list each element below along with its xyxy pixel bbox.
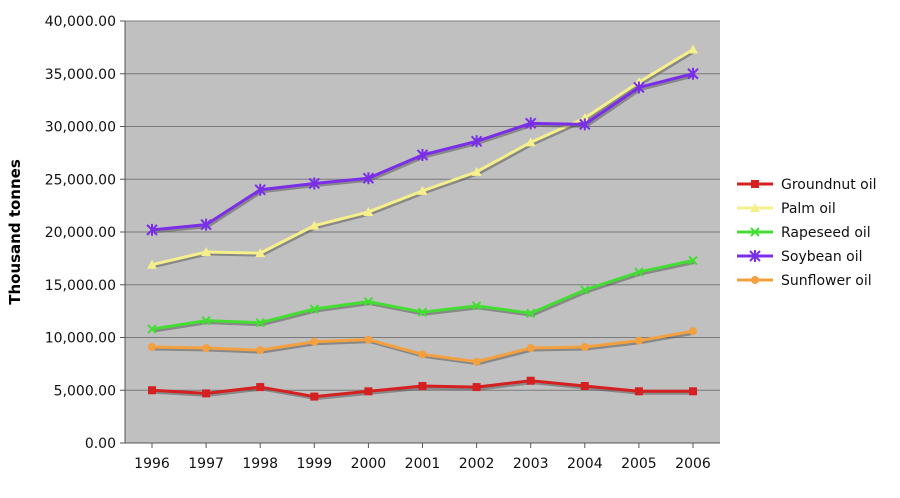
data-point-rapeseed-oil bbox=[255, 318, 265, 328]
legend-marker bbox=[750, 203, 760, 212]
data-point-sunflower-oil bbox=[310, 337, 319, 346]
x-tick-label: 1996 bbox=[134, 456, 170, 472]
data-point-palm-oil bbox=[579, 113, 590, 123]
series-sunflower-oil bbox=[148, 327, 697, 366]
data-point-groundnut-oil bbox=[634, 387, 643, 396]
x-tick-label: 2002 bbox=[459, 456, 495, 472]
data-point-groundnut-oil bbox=[580, 382, 589, 391]
data-point-palm-oil bbox=[525, 137, 536, 147]
legend-item-sunflower-oil: Sunflower oil bbox=[737, 273, 872, 289]
data-point-groundnut-oil bbox=[418, 382, 427, 391]
data-point-sunflower-oil bbox=[634, 336, 643, 345]
data-point-soybean-oil bbox=[579, 118, 591, 131]
data-point-sunflower-oil bbox=[526, 344, 535, 353]
data-point-palm-oil bbox=[147, 259, 157, 269]
data-point-rapeseed-oil bbox=[525, 308, 536, 318]
data-point-rapeseed-oil bbox=[688, 255, 698, 266]
data-point-sunflower-oil bbox=[580, 342, 589, 351]
data-point-soybean-oil bbox=[200, 218, 212, 231]
legend-marker bbox=[751, 276, 759, 284]
x-tick-label: 2000 bbox=[351, 456, 387, 472]
data-point-rapeseed-oil bbox=[471, 301, 482, 311]
y-tick-labels: 0.00 5,000.00 10,000.00 15,000.00 20,000.00 2… bbox=[45, 14, 125, 452]
data-point-palm-oil bbox=[688, 44, 698, 54]
data-point-groundnut-oil bbox=[526, 376, 535, 385]
data-point-soybean-oil bbox=[146, 223, 158, 236]
legend-label: Soybean oil bbox=[781, 249, 862, 265]
data-point-soybean-oil bbox=[416, 148, 429, 161]
legend-label: Groundnut oil bbox=[781, 177, 877, 193]
y-tick-label: 5,000.00 bbox=[54, 383, 116, 399]
x-tick-label: 1998 bbox=[242, 456, 278, 472]
data-point-groundnut-oil bbox=[364, 387, 373, 396]
data-point-rapeseed-oil bbox=[147, 324, 157, 334]
legend-item-soybean-oil: Soybean oil bbox=[737, 249, 862, 265]
data-point-groundnut-oil bbox=[202, 389, 211, 398]
y-tick-label: 25,000.00 bbox=[45, 172, 116, 188]
data-point-palm-oil bbox=[471, 166, 482, 176]
series-rapeseed-oil bbox=[147, 255, 698, 334]
y-tick-label: 35,000.00 bbox=[45, 67, 116, 83]
data-point-sunflower-oil bbox=[418, 350, 427, 359]
data-point-rapeseed-oil bbox=[417, 307, 428, 317]
series-groundnut-oil bbox=[148, 376, 697, 401]
data-point-soybean-oil bbox=[633, 81, 645, 94]
x-tick-label: 2001 bbox=[405, 456, 441, 472]
y-tick-label: 30,000.00 bbox=[45, 120, 116, 136]
data-point-soybean-oil bbox=[470, 135, 483, 148]
y-axis-label: Thousand tonnes bbox=[6, 159, 24, 305]
series-group bbox=[146, 44, 699, 401]
data-point-sunflower-oil bbox=[256, 346, 265, 355]
data-point-palm-oil bbox=[363, 206, 374, 216]
data-point-rapeseed-oil bbox=[634, 267, 644, 277]
data-point-sunflower-oil bbox=[689, 327, 697, 336]
x-tick-label: 1997 bbox=[188, 456, 224, 472]
x-tick-label: 2004 bbox=[567, 456, 603, 472]
data-point-sunflower-oil bbox=[202, 344, 211, 353]
data-point-soybean-oil bbox=[524, 117, 537, 130]
legend-label: Sunflower oil bbox=[781, 273, 872, 289]
data-point-groundnut-oil bbox=[148, 386, 156, 395]
data-point-rapeseed-oil bbox=[363, 296, 374, 307]
data-point-sunflower-oil bbox=[472, 357, 481, 366]
data-point-rapeseed-oil bbox=[309, 304, 320, 314]
data-point-groundnut-oil bbox=[256, 383, 265, 392]
legend-label: Palm oil bbox=[781, 201, 836, 217]
data-point-groundnut-oil bbox=[689, 387, 697, 396]
legend: Groundnut oil Palm oil Rapeseed oil Soybean… bbox=[737, 177, 877, 289]
y-tick-label: 15,000.00 bbox=[45, 278, 116, 294]
legend-marker bbox=[749, 250, 761, 262]
data-point-soybean-oil bbox=[254, 183, 266, 196]
data-point-palm-oil bbox=[255, 248, 266, 258]
data-point-soybean-oil bbox=[687, 67, 699, 80]
y-tick-label: 20,000.00 bbox=[45, 225, 116, 241]
x-tick-labels: 1996 1997 1998 1999 2000 2001 2002 2003 2004 2005… bbox=[134, 443, 711, 472]
y-tick-label: 0.00 bbox=[85, 436, 116, 452]
data-point-rapeseed-oil bbox=[580, 285, 590, 295]
legend-marker bbox=[750, 227, 760, 237]
data-point-soybean-oil bbox=[362, 172, 375, 185]
series-soybean-oil bbox=[146, 67, 699, 236]
data-point-rapeseed-oil bbox=[201, 315, 211, 326]
legend-item-palm-oil: Palm oil bbox=[737, 201, 836, 217]
x-tick-label: 2005 bbox=[621, 456, 657, 472]
legend-item-groundnut-oil: Groundnut oil bbox=[737, 177, 877, 193]
data-point-sunflower-oil bbox=[148, 342, 156, 351]
data-point-sunflower-oil bbox=[364, 335, 373, 344]
data-point-soybean-oil bbox=[308, 177, 321, 190]
y-tick-label: 10,000.00 bbox=[45, 331, 116, 347]
legend-item-rapeseed-oil: Rapeseed oil bbox=[737, 225, 871, 241]
legend-marker bbox=[751, 180, 759, 188]
data-point-palm-oil bbox=[201, 247, 212, 257]
data-point-groundnut-oil bbox=[310, 392, 319, 401]
x-tick-label: 2003 bbox=[513, 456, 549, 472]
legend-label: Rapeseed oil bbox=[781, 225, 871, 241]
y-tick-label: 40,000.00 bbox=[45, 14, 116, 30]
x-tick-label: 2006 bbox=[675, 456, 711, 472]
data-point-palm-oil bbox=[417, 185, 428, 195]
data-point-palm-oil bbox=[309, 220, 320, 230]
data-point-groundnut-oil bbox=[472, 383, 481, 392]
x-tick-label: 1999 bbox=[296, 456, 332, 472]
